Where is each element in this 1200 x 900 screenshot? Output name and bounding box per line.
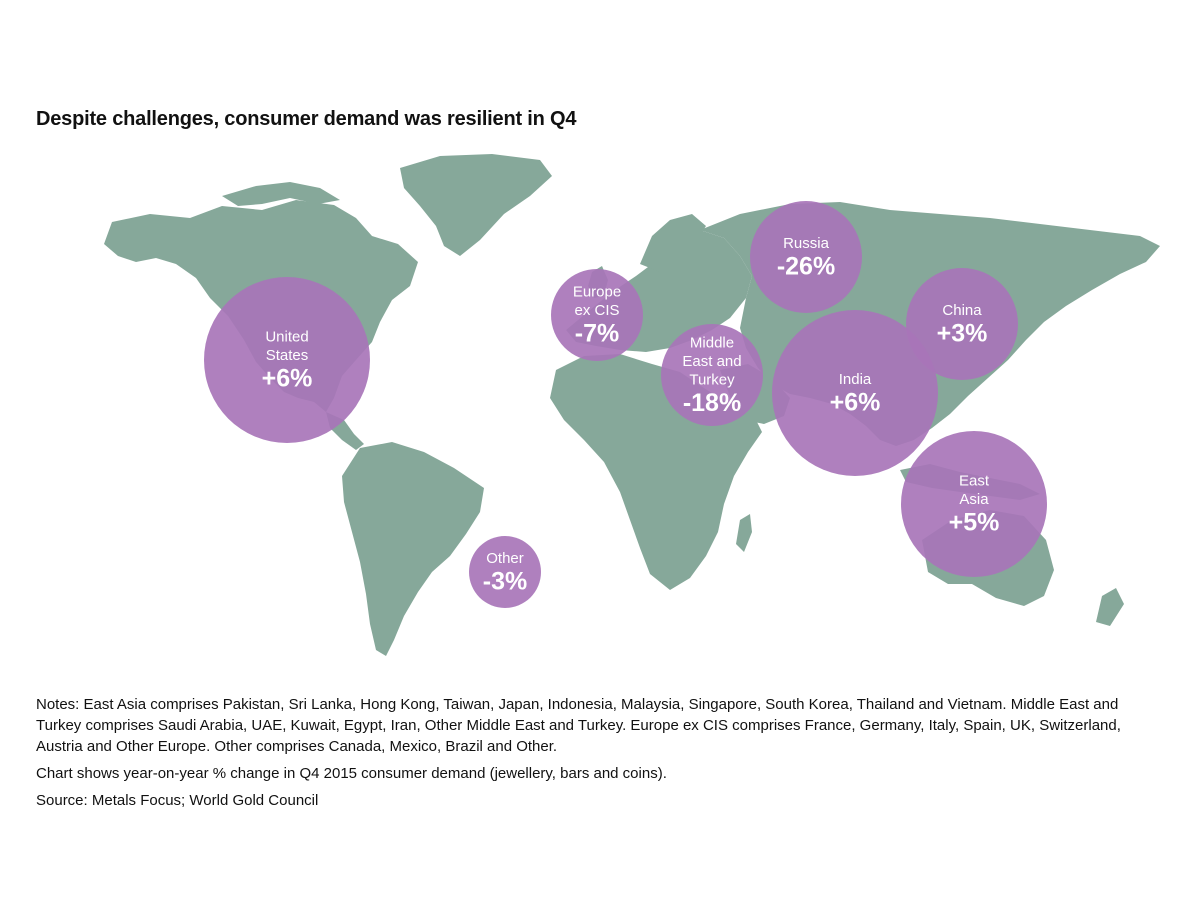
bubble-name-middle-east-turkey: Middle — [690, 334, 734, 351]
bubble-name-china: China — [942, 302, 982, 319]
madagascar-landmass — [736, 514, 752, 552]
japan-landmass — [1014, 286, 1040, 342]
notes-section: Notes: East Asia comprises Pakistan, Sri… — [36, 694, 1166, 817]
new-zealand-landmass — [1096, 588, 1124, 626]
bubble-china: China+3% — [906, 268, 1018, 380]
bubble-value-europe-ex-cis: -7% — [575, 320, 619, 348]
bubble-other: Other-3% — [469, 536, 541, 608]
bubble-circle-united-states — [204, 277, 370, 443]
bubble-circle-india — [772, 310, 938, 476]
bubble-value-india: +6% — [830, 388, 881, 416]
scandinavia-landmass — [640, 214, 706, 272]
bubble-name-europe-ex-cis: ex CIS — [574, 302, 619, 319]
bubble-circle-europe-ex-cis — [551, 269, 643, 361]
bubble-circle-russia — [750, 201, 862, 313]
greenland-landmass — [400, 154, 552, 256]
bubble-name-east-asia: Asia — [959, 491, 989, 508]
bubble-russia: Russia-26% — [750, 201, 862, 313]
bubble-name-middle-east-turkey: East and — [682, 353, 741, 370]
bubble-circle-middle-east-turkey — [661, 324, 763, 426]
notes-definitions: Notes: East Asia comprises Pakistan, Sri… — [36, 696, 1121, 755]
bubble-value-east-asia: +5% — [949, 509, 1000, 537]
bubble-name-europe-ex-cis: Europe — [573, 284, 621, 301]
bubble-name-middle-east-turkey: Turkey — [689, 371, 735, 388]
notes-chart-description: Chart shows year-on-year % change in Q4 … — [36, 765, 667, 782]
bubble-circle-east-asia — [901, 431, 1047, 577]
bubble-name-united-states: United — [265, 329, 308, 346]
bubble-name-east-asia: East — [959, 473, 990, 490]
bubble-value-china: +3% — [937, 319, 988, 347]
south-america-landmass — [342, 442, 484, 656]
arctic-islands — [222, 182, 340, 206]
bubble-name-other: Other — [486, 550, 524, 567]
bubble-circle-other — [469, 536, 541, 608]
bubble-name-india: India — [839, 371, 872, 388]
bubble-value-russia: -26% — [777, 252, 835, 280]
bubble-value-other: -3% — [483, 567, 527, 595]
notes-source: Source: Metals Focus; World Gold Council — [36, 792, 319, 809]
bubble-name-russia: Russia — [783, 235, 830, 252]
bubble-circle-china — [906, 268, 1018, 380]
bubble-name-united-states: States — [266, 347, 309, 364]
chart-title: Despite challenges, consumer demand was … — [36, 108, 577, 130]
bubble-india: India+6% — [772, 310, 938, 476]
bubble-value-united-states: +6% — [262, 365, 313, 393]
bubble-value-middle-east-turkey: -18% — [683, 389, 741, 417]
